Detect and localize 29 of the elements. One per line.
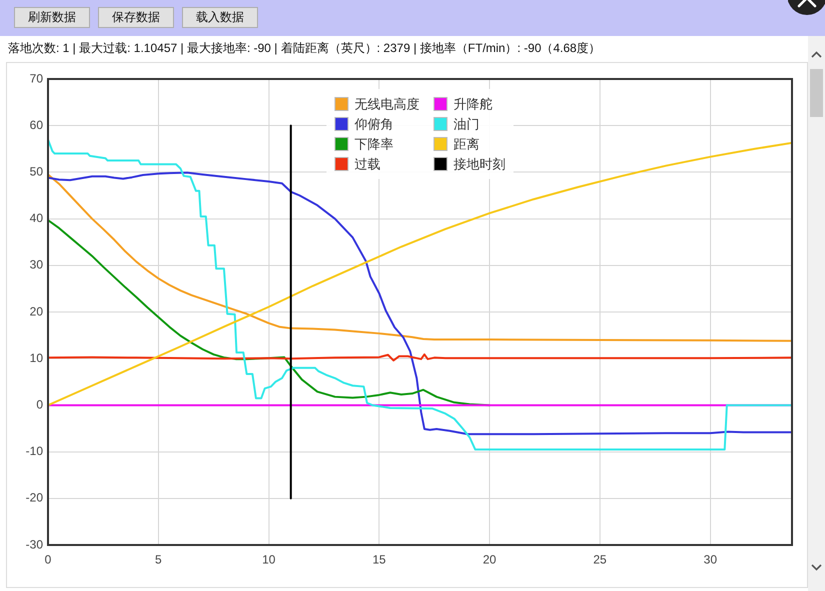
y-tick-label: 70	[30, 71, 44, 86]
y-tick-label: 30	[30, 258, 44, 272]
legend-label: 距离	[454, 136, 480, 152]
y-tick-label: -10	[26, 444, 44, 458]
x-tick-label: 30	[704, 552, 718, 567]
button: 刷新数据	[14, 7, 90, 28]
y-tick-label: 50	[30, 164, 44, 179]
y-tick-label: 20	[30, 304, 44, 318]
x-tick-label: 15	[372, 552, 386, 567]
button: 载入数据	[182, 7, 258, 28]
y-tick-label: -20	[26, 490, 44, 505]
y-tick-label: 10	[30, 350, 44, 365]
x-tick-label: 10	[262, 552, 276, 567]
y-tick-label: 0	[36, 398, 44, 412]
x-tick-label: 20	[482, 552, 497, 567]
y-tick-label: 60	[30, 118, 44, 132]
legend-label: 接地时刻	[454, 156, 506, 172]
y-tick-label: -30	[26, 537, 44, 552]
legend-label: 仰俯角	[354, 116, 394, 132]
button: 保存数据	[98, 7, 174, 28]
legend-label: 油门	[454, 116, 480, 132]
chart-title: 落地次数: 1 | 最大过载: 1.10457 | 最大接地率: -90 | 着陆距离（英尺）: 2379 | 接地率（FT/min）: -90（4.68度）	[8, 40, 601, 57]
x-tick-label: 25	[593, 552, 607, 567]
legend-label: 升降舵	[454, 96, 492, 112]
legend-label: 下降率	[354, 136, 394, 152]
x-tick-label: 5	[155, 552, 162, 567]
legend-label: 无线电高度	[354, 96, 420, 112]
y-tick-label: 40	[30, 211, 44, 226]
legend-label: 过载	[354, 156, 380, 172]
